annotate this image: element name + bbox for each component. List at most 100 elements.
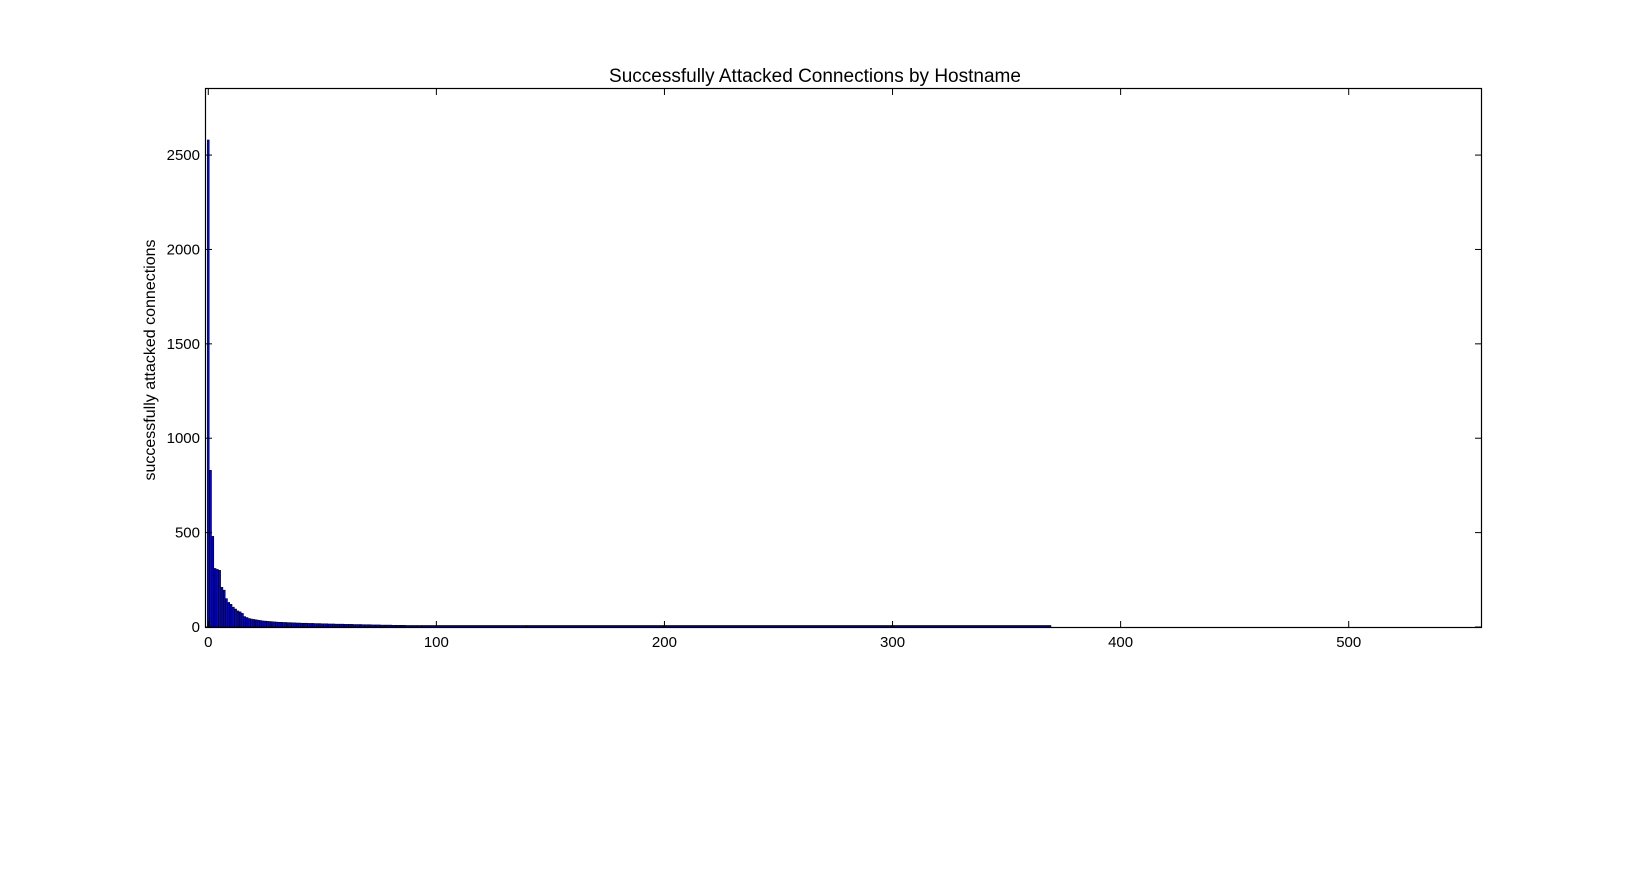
bar [259, 620, 262, 628]
bar [236, 610, 240, 628]
bar [387, 624, 390, 628]
bar [384, 624, 388, 628]
bar [341, 623, 345, 628]
bar [273, 621, 276, 628]
bar [305, 622, 308, 628]
chart-title: Successfully Attacked Connections by Hos… [609, 66, 1021, 87]
bar [380, 624, 383, 628]
bar [378, 624, 381, 628]
bar [291, 622, 294, 628]
y-tick-label: 1500 [167, 336, 200, 353]
bar [334, 623, 338, 628]
bar [302, 622, 306, 628]
bar-run [526, 625, 664, 628]
bar [375, 624, 379, 628]
bar [325, 623, 329, 628]
x-tick-label: 100 [424, 634, 449, 651]
bar [364, 624, 367, 628]
y-tick-label: 0 [192, 619, 200, 636]
bar [280, 621, 283, 628]
bar [403, 625, 406, 628]
bar [405, 625, 408, 628]
bar [213, 568, 217, 628]
bar [223, 589, 226, 628]
x-tick-label: 0 [204, 634, 212, 651]
bar [282, 622, 285, 628]
bar [270, 621, 274, 628]
axis-ticks: 0 100 200 300 400 500 0 500 1000 1500 2000 2500 [167, 89, 1481, 651]
bar [254, 619, 258, 628]
bar [275, 621, 278, 628]
bar [234, 608, 237, 628]
bar [410, 625, 413, 628]
bar [316, 623, 319, 628]
bar [243, 616, 246, 628]
bar [353, 624, 356, 628]
bar [309, 623, 313, 628]
bar [362, 624, 365, 628]
bar [266, 621, 269, 628]
bar [318, 623, 322, 628]
bar [350, 624, 354, 628]
bar [300, 622, 304, 628]
bar [407, 625, 411, 628]
bar [245, 617, 249, 628]
bar [419, 625, 422, 628]
bar [296, 622, 299, 628]
bar-run [663, 625, 892, 628]
bar [257, 619, 260, 628]
bar [323, 623, 326, 628]
bar [357, 624, 361, 628]
bar [229, 604, 233, 628]
bar [298, 622, 301, 628]
bar [389, 624, 392, 628]
y-axis-label: successfully attacked connections [142, 239, 159, 480]
bar [396, 625, 399, 628]
bar [232, 606, 235, 628]
bar [348, 624, 351, 628]
bar [327, 623, 331, 628]
bar [277, 621, 281, 628]
bar [307, 623, 310, 628]
bar [394, 625, 397, 628]
bar-run [891, 625, 1052, 628]
bar [211, 536, 215, 628]
y-tick-label: 2000 [167, 241, 200, 258]
bar [398, 625, 402, 628]
y-tick-label: 1000 [167, 430, 200, 447]
bar [264, 620, 267, 628]
bar [207, 139, 210, 628]
bar [293, 622, 297, 628]
x-tick-label: 200 [652, 634, 677, 651]
bar [343, 624, 347, 628]
bar [373, 624, 376, 628]
bar [261, 620, 265, 628]
plot-area-frame [204, 87, 1483, 629]
bar [311, 623, 315, 628]
bar [225, 598, 228, 628]
bar [369, 624, 372, 628]
bar [241, 613, 244, 628]
bar-run [421, 625, 527, 628]
x-tick-label: 300 [880, 634, 905, 651]
bar [359, 624, 363, 628]
bar [355, 624, 358, 628]
bar [252, 619, 256, 628]
y-tick-label: 2500 [167, 147, 200, 164]
x-tick-label: 500 [1336, 634, 1361, 651]
bar [332, 623, 335, 628]
bar [366, 624, 370, 628]
bar [248, 618, 251, 628]
bar [314, 623, 317, 628]
bar [286, 622, 290, 628]
bar [239, 611, 242, 628]
bar [209, 470, 212, 628]
bar [400, 625, 404, 628]
bar [382, 624, 386, 628]
bar [371, 624, 374, 628]
bar [330, 623, 333, 628]
bar [220, 587, 224, 628]
bar [412, 625, 415, 628]
